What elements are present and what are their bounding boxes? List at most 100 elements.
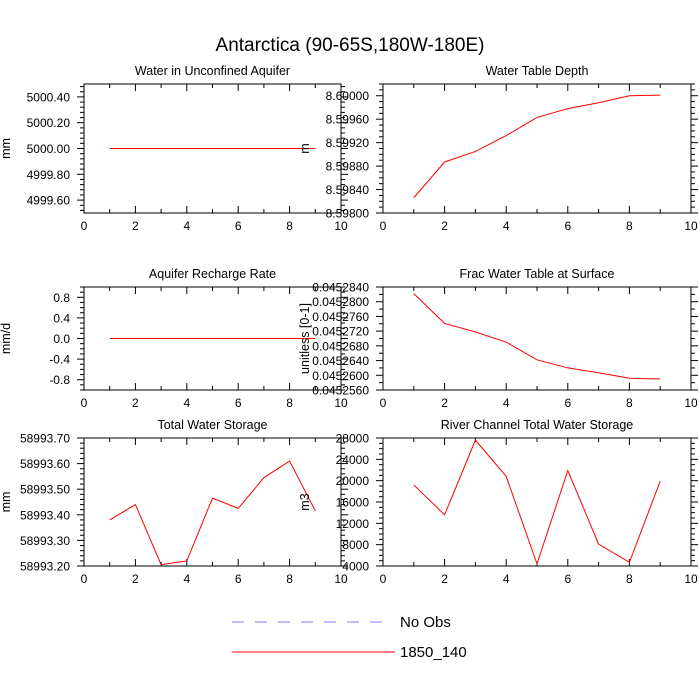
x-tick-label: 4	[503, 219, 510, 233]
plot-frame	[382, 437, 692, 567]
x-tick-label: 4	[183, 396, 190, 410]
x-tick-label: 8	[626, 572, 633, 586]
x-tick-label: 10	[684, 396, 698, 410]
y-tick-label: 0.0452760	[312, 310, 369, 324]
series-line-1850_140	[413, 94, 661, 199]
y-tick-label: 24000	[336, 453, 370, 467]
x-tick-label: 2	[132, 219, 139, 233]
x-tick-label: 0	[81, 396, 88, 410]
y-tick-label: 58993.40	[20, 508, 70, 522]
x-tick-label: 2	[441, 219, 448, 233]
x-tick-label: 6	[235, 396, 242, 410]
series-line-1850_140	[413, 439, 661, 566]
x-tick-label: 8	[626, 219, 633, 233]
legend-label: 1850_140	[400, 644, 467, 661]
y-tick-label: 0.8	[53, 291, 70, 305]
y-tick-label: 0.0452720	[312, 325, 369, 339]
x-tick-label: 0	[380, 219, 387, 233]
panel-title: Frac Water Table at Surface	[460, 267, 615, 281]
y-tick-label: 5000.00	[27, 142, 71, 156]
panel-title: Aquifer Recharge Rate	[149, 267, 276, 281]
x-tick-label: 8	[286, 396, 293, 410]
x-tick-label: 8	[286, 572, 293, 586]
x-tick-label: 0	[81, 219, 88, 233]
y-axis-label: unitless [0-1]	[298, 303, 312, 374]
y-tick-label: 16000	[336, 496, 370, 510]
y-tick-label: 28000	[336, 432, 370, 446]
y-axis-label: mm	[0, 492, 13, 513]
plot-frame	[382, 83, 692, 214]
y-tick-label: 8.59880	[326, 160, 370, 174]
panel-5: Total Water Storage 0 2 4 6 8 10 58993.20 58993.…	[0, 418, 348, 586]
legend-item: 1850_140	[232, 644, 467, 661]
x-tick-label: 6	[564, 572, 571, 586]
x-tick-label: 4	[183, 572, 190, 586]
x-tick-label: 10	[684, 219, 698, 233]
y-tick-label: -0.4	[49, 353, 70, 367]
y-axis-label: mm	[0, 138, 13, 159]
y-tick-label: 58993.50	[20, 483, 70, 497]
x-tick-label: 6	[235, 572, 242, 586]
x-tick-label: 6	[564, 219, 571, 233]
plot-frame	[83, 83, 342, 214]
panel-1: Water in Unconfined Aquifer 0 2 4 6 8 10 4999.6…	[0, 64, 348, 233]
panel-title: River Channel Total Water Storage	[441, 418, 634, 432]
x-tick-label: 10	[334, 219, 348, 233]
x-tick-label: 6	[235, 219, 242, 233]
y-tick-label: 58993.20	[20, 560, 70, 574]
panel-3: Aquifer Recharge Rate 0 2 4 6 8 10 -0.8 -0.4 0.0 0…	[0, 267, 348, 410]
legend: No Obs 1850_140	[232, 614, 467, 661]
plot-frame	[83, 286, 342, 391]
y-tick-label: 4000	[342, 560, 369, 574]
panel-title: Total Water Storage	[157, 418, 267, 432]
plot-frame	[382, 286, 692, 391]
y-tick-label: 0.0	[53, 332, 70, 346]
y-tick-label: 58993.60	[20, 457, 70, 471]
x-tick-label: 0	[380, 572, 387, 586]
y-tick-label: 58993.70	[20, 432, 70, 446]
y-axis-label: m3	[298, 493, 312, 510]
panel-title: Water Table Depth	[486, 64, 589, 78]
x-tick-label: 4	[503, 572, 510, 586]
x-tick-label: 0	[81, 572, 88, 586]
y-tick-label: 8.59960	[326, 113, 370, 127]
y-axis-label: mm/d	[0, 323, 13, 354]
x-tick-label: 2	[132, 572, 139, 586]
series-line-1850_140	[413, 293, 661, 380]
x-tick-label: 2	[441, 396, 448, 410]
y-tick-label: 5000.20	[27, 116, 71, 130]
y-tick-label: 0.0452640	[312, 354, 369, 368]
y-axis-label: m	[298, 143, 312, 153]
x-tick-label: 8	[626, 396, 633, 410]
panel-title: Water in Unconfined Aquifer	[135, 64, 290, 78]
y-tick-label: 0.0452800	[312, 295, 369, 309]
x-tick-label: 8	[286, 219, 293, 233]
y-tick-label: -0.8	[49, 373, 70, 387]
y-tick-label: 8.60000	[326, 89, 370, 103]
x-tick-label: 2	[132, 396, 139, 410]
y-tick-label: 8000	[342, 538, 369, 552]
y-tick-label: 4999.60	[27, 194, 71, 208]
x-tick-label: 4	[503, 396, 510, 410]
y-tick-label: 20000	[336, 474, 370, 488]
series-line-1850_140	[109, 460, 316, 566]
x-tick-label: 6	[564, 396, 571, 410]
figure-title: Antarctica (90-65S,180W-180E)	[216, 35, 485, 56]
plot-frame	[83, 437, 342, 567]
legend-item: No Obs	[232, 614, 451, 631]
y-tick-label: 58993.30	[20, 534, 70, 548]
y-tick-label: 0.4	[53, 311, 70, 325]
y-tick-label: 8.59800	[326, 207, 370, 221]
panels: Water in Unconfined Aquifer 0 2 4 6 8 10 4999.6…	[0, 64, 698, 586]
y-tick-label: 4999.80	[27, 168, 71, 182]
x-tick-label: 10	[334, 396, 348, 410]
panel-6: River Channel Total Water Storage 0 2 4 6 8 10…	[298, 418, 698, 586]
y-tick-label: 8.59920	[326, 136, 370, 150]
x-tick-label: 2	[441, 572, 448, 586]
y-tick-label: 0.0452560	[312, 384, 369, 398]
y-tick-label: 0.0452840	[312, 281, 369, 295]
x-tick-label: 10	[684, 572, 698, 586]
